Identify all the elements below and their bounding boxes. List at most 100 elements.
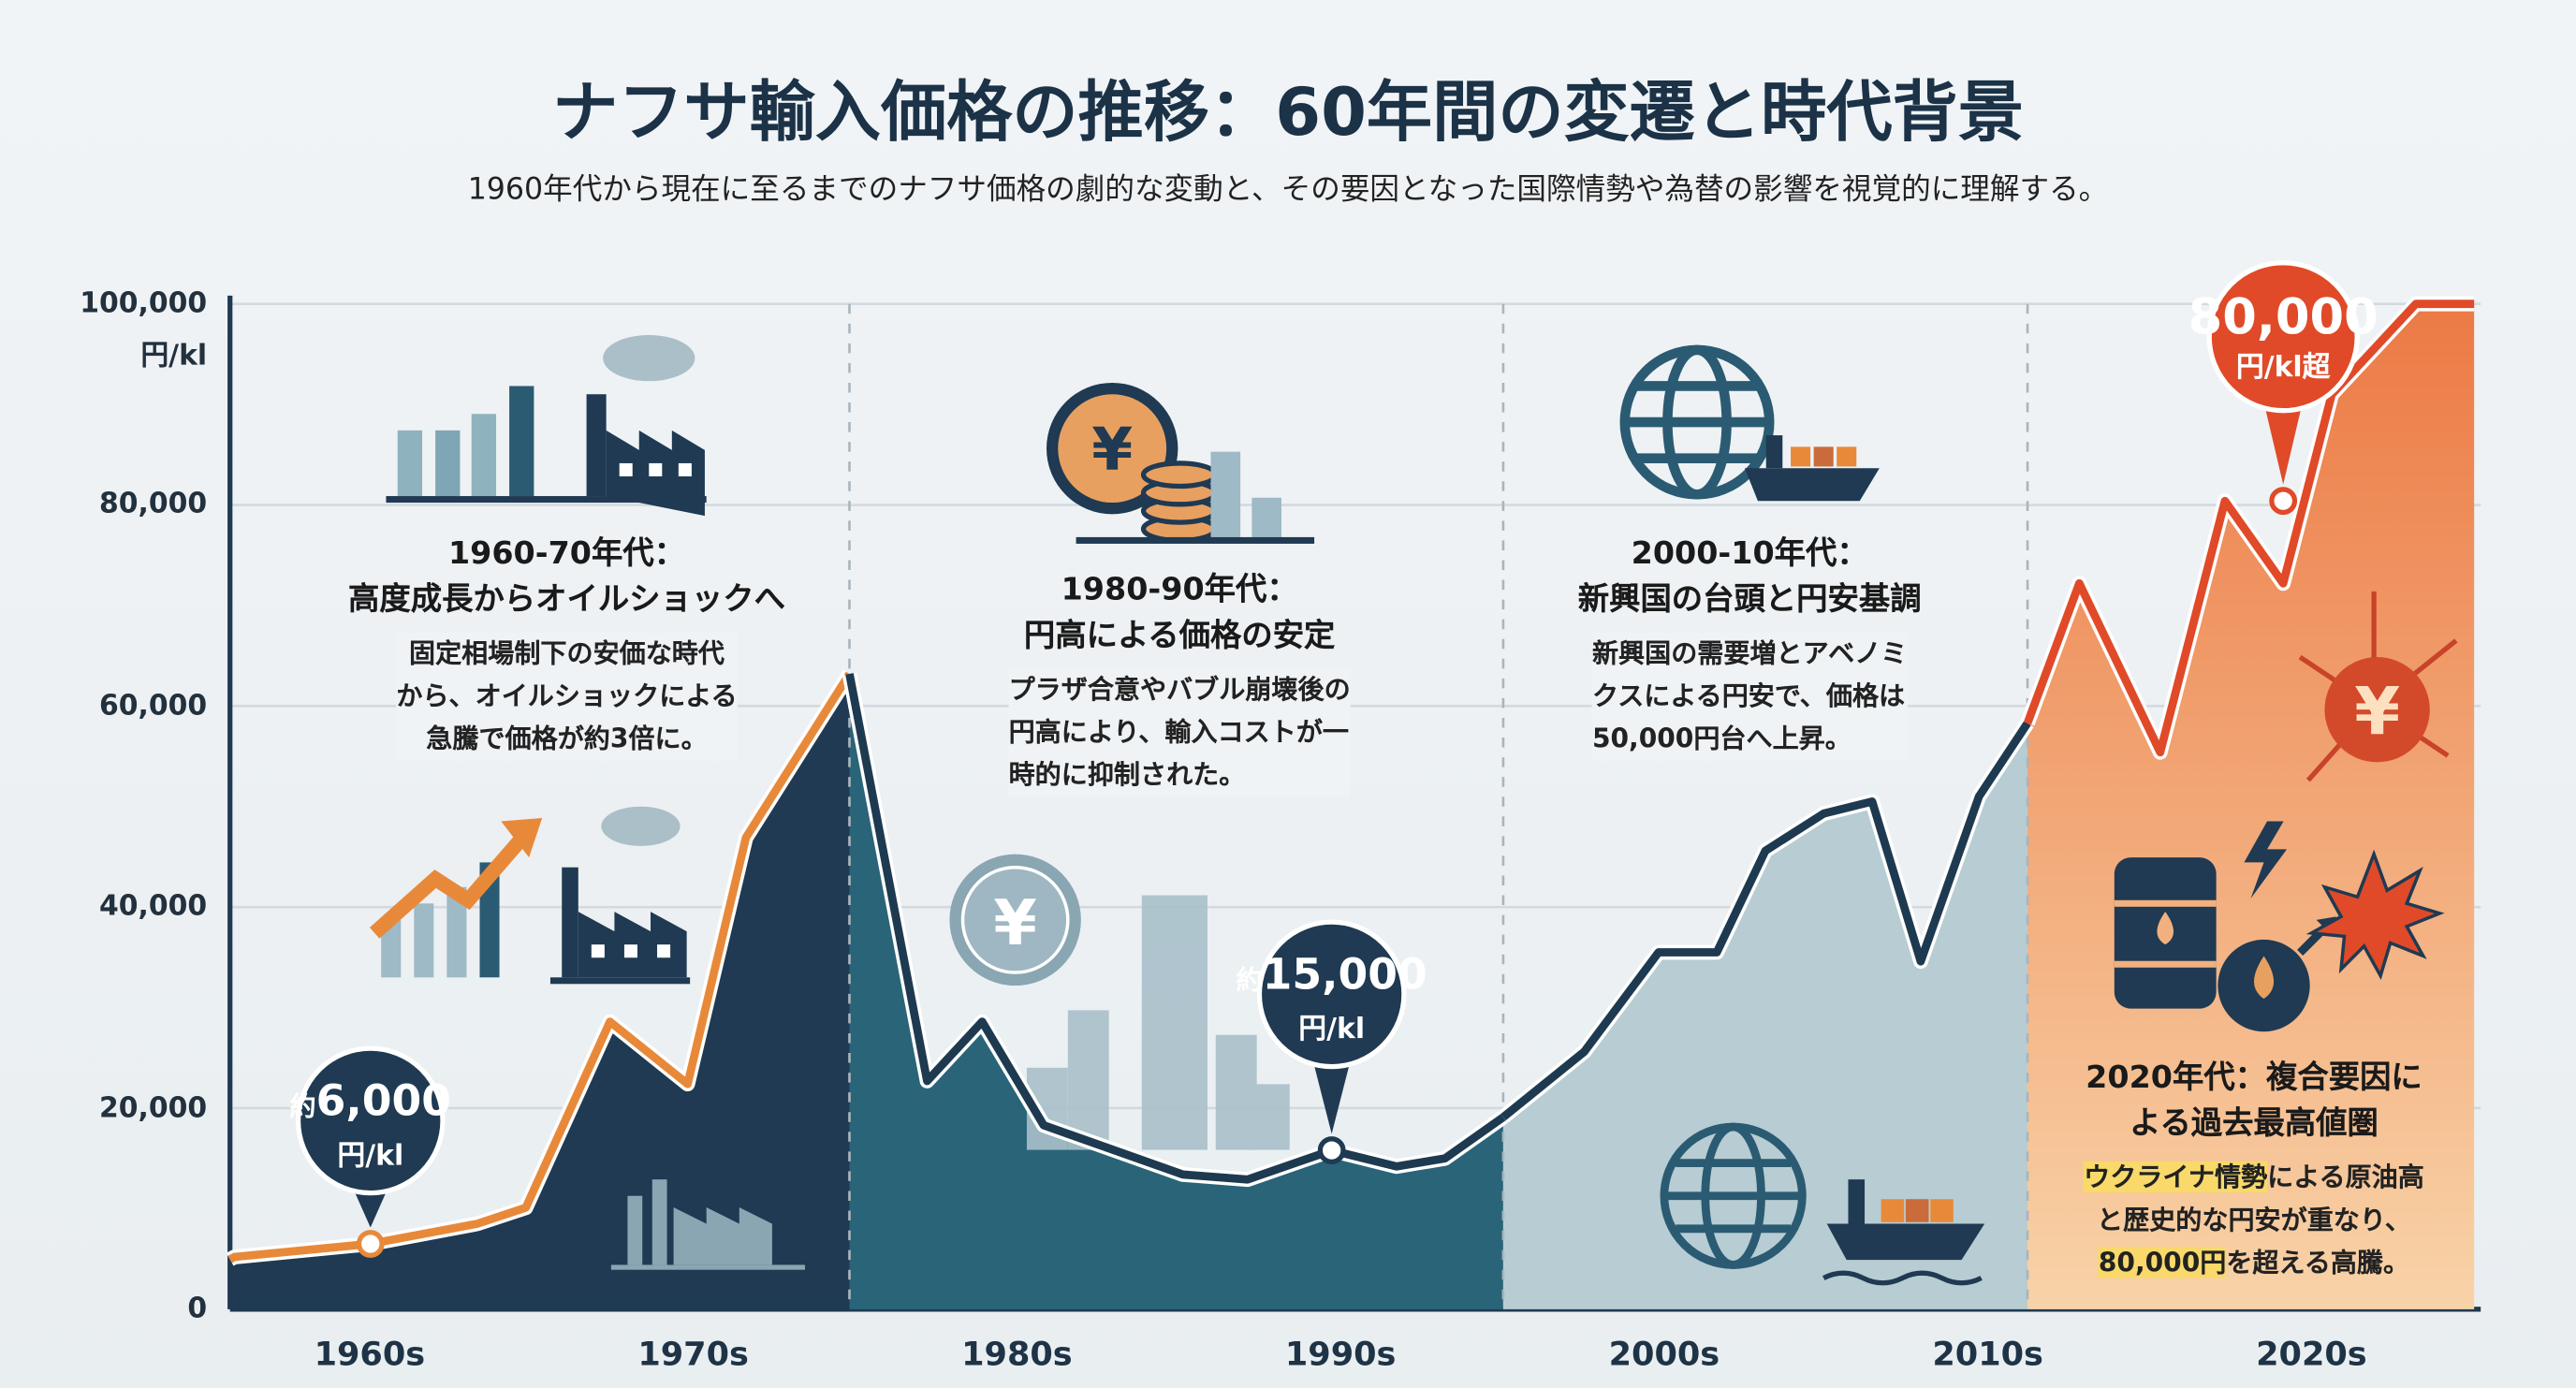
callout-pointer: [1311, 1057, 1352, 1134]
era-body-line: 時的に抑制された。: [1008, 758, 1246, 791]
page-title: ナフサ輸入価格の推移：60年間の変遷と時代背景: [551, 75, 2024, 152]
callout-bubble: [1256, 919, 1407, 1070]
callout-unit: 円/kl: [337, 1140, 404, 1174]
era-heading: 高度成長からオイルショックへ: [348, 581, 785, 618]
x-tick-label: 2010s: [1932, 1334, 2043, 1374]
era-2000-10-text: 2000-10年代： 新興国の台頭と円安基調 新興国の需要増とアベノミ クスによ…: [1503, 531, 1997, 761]
era-body: 新興国の需要増とアベノミ クスによる円安で、価格は 50,000円台へ上昇。: [1591, 632, 1908, 761]
era-body-line: 新興国の需要増とアベノミ: [1591, 636, 1908, 669]
price-line-segment: [2023, 300, 2475, 757]
callout-unit: 円/kl超: [2235, 351, 2331, 385]
text: を超える高騰。: [2226, 1247, 2410, 1278]
callout-amount: 約15,000: [1236, 951, 1427, 1001]
era-area: [1502, 723, 2028, 1309]
lightning-icon: [2244, 821, 2288, 899]
callout-amount: 約6,000: [289, 1077, 451, 1128]
price-line-segment: [1500, 721, 2031, 1121]
x-tick-label: 2000s: [1608, 1334, 1720, 1374]
y-tick-label: 100,000: [80, 287, 208, 321]
price-line-segment: [227, 671, 854, 1264]
oil-barrel-icon: [2114, 857, 2217, 1009]
y-tick-label: 0: [187, 1293, 208, 1326]
era-heading: 1960-70年代：: [447, 535, 686, 572]
callout-prefix: 約: [1236, 964, 1263, 997]
price-callout: 約6,000 円/kl: [271, 1078, 469, 1174]
svg-text:¥: ¥: [993, 886, 1036, 959]
y-axis-unit: 円/kl: [140, 340, 208, 373]
era-heading: 2000-10年代：: [1631, 535, 1868, 572]
factory-icon: [549, 806, 691, 985]
y-tick-label: 20,000: [98, 1092, 208, 1126]
era-body-line: 円高により、輸入コストが一: [1008, 716, 1349, 748]
cracked-yen-icon: ¥: [2298, 591, 2458, 782]
text: による原油高: [2267, 1161, 2424, 1193]
era-body-line: クスによる円安で、価格は: [1591, 679, 1906, 711]
highlight: ウクライナ情勢: [2084, 1161, 2268, 1193]
svg-text:¥: ¥: [1091, 415, 1133, 484]
x-tick-label: 1970s: [637, 1334, 749, 1374]
highlight: 80,000円: [2098, 1247, 2227, 1278]
y-tick-label: 60,000: [98, 690, 208, 723]
buildings-icon: [1026, 895, 1290, 1150]
x-tick-label: 2020s: [2256, 1334, 2367, 1374]
globe-icon: [1619, 344, 1775, 500]
data-point-marker: [1317, 1136, 1346, 1165]
era-body-line: 固定相場制下の安価な時代: [408, 636, 724, 669]
era-heading: 円高による価格の安定: [1023, 617, 1336, 654]
era-body-line: 80,000円を超える高騰。: [2032, 1242, 2476, 1285]
yen-coin-icon: ¥: [949, 854, 1081, 986]
globe-icon: [1660, 1122, 1807, 1269]
era-heading: よる過去最高値圏: [2130, 1105, 2378, 1142]
callout-pointer: [2263, 401, 2304, 485]
era-1980-90-text: 1980-90年代： 円高による価格の安定 プラザ合意やバブル崩壊後の 円高によ…: [933, 567, 1427, 797]
bar-chart-icon: [386, 386, 707, 504]
price-markers: [295, 260, 2360, 1258]
era-area: [2027, 303, 2475, 1309]
factory-icon: [610, 1179, 805, 1270]
era-body-line: から、オイルショックによる: [396, 679, 738, 711]
era-body-line: 急騰で価格が約3倍に。: [426, 723, 708, 754]
era-1960-70-text: 1960-70年代： 高度成長からオイルショックへ 固定相場制下の安価な時代 か…: [304, 531, 830, 761]
bar-chart-icon: [1076, 451, 1315, 544]
price-callout: 80,000 円/kl超: [2185, 288, 2382, 385]
x-tick-label: 1980s: [961, 1334, 1073, 1374]
price-lines: [226, 296, 2475, 1266]
era-heading: 1980-90年代：: [1061, 571, 1298, 608]
era-body-line: ウクライナ情勢による原油高: [2032, 1157, 2476, 1200]
era-body-line: と歴史的な円安が重なり、: [2097, 1204, 2411, 1235]
rising-arrow-icon: [369, 818, 543, 978]
oil-drop-icon: [2217, 916, 2336, 1032]
cargo-ship-icon: [1744, 435, 1880, 502]
era-areas: [229, 303, 2475, 1309]
callout-amount: 80,000: [2188, 288, 2378, 347]
callout-bubble: [2206, 260, 2360, 414]
era-body: ウクライナ情勢による原油高 と歴史的な円安が重なり、 80,000円を超える高騰…: [2032, 1157, 2476, 1285]
era-area: [849, 673, 1503, 1309]
icons: ¥ ¥ ¥: [369, 335, 2458, 1286]
era-2020-text: 2020年代：複合要因に よる過去最高値圏 ウクライナ情勢による原油高 と歴史的…: [2032, 1055, 2476, 1285]
page-subtitle: 1960年代から現在に至るまでのナフサ価格の劇的な変動と、その要因となった国際情…: [467, 172, 2109, 208]
callout-bubble: [295, 1045, 446, 1196]
data-point-marker: [2269, 487, 2298, 516]
era-dividers: [848, 303, 2029, 1309]
era-body: プラザ合意やバブル崩壊後の 円高により、輸入コストが一 時的に抑制された。: [1008, 668, 1351, 797]
y-tick-label: 80,000: [98, 488, 208, 521]
svg-text:¥: ¥: [2354, 674, 2400, 751]
callout-prefix: 約: [289, 1090, 316, 1123]
era-heading: 新興国の台頭と円安基調: [1577, 581, 1922, 618]
explosion-icon: [2305, 849, 2445, 981]
era-body: 固定相場制下の安価な時代 から、オイルショックによる 急騰で価格が約3倍に。: [396, 632, 738, 761]
cargo-ship-icon: [1822, 1179, 1985, 1286]
y-tick-label: 40,000: [98, 890, 208, 924]
x-tick-label: 1990s: [1284, 1334, 1397, 1374]
era-body-line: プラザ合意やバブル崩壊後の: [1008, 673, 1351, 705]
factory-icon: [586, 335, 705, 517]
callout-unit: 円/kl: [1298, 1014, 1366, 1047]
era-area: [229, 673, 850, 1309]
price-line-segment: [845, 673, 1506, 1184]
data-point-marker: [356, 1230, 385, 1258]
price-callout: 約15,000 円/kl: [1233, 952, 1430, 1047]
x-tick-label: 1960s: [314, 1334, 426, 1374]
